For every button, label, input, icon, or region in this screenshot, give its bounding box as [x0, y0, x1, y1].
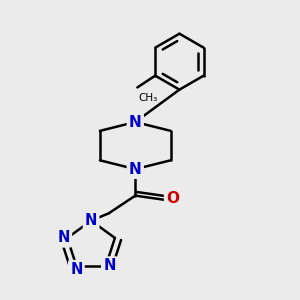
Text: N: N	[70, 262, 82, 277]
Text: N: N	[85, 213, 97, 228]
Text: N: N	[58, 230, 70, 245]
Text: N: N	[129, 115, 142, 130]
Text: N: N	[103, 258, 116, 273]
Text: O: O	[166, 191, 179, 206]
Text: N: N	[129, 162, 142, 177]
Text: CH₃: CH₃	[138, 93, 158, 103]
